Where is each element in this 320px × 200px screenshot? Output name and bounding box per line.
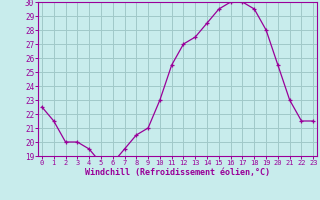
X-axis label: Windchill (Refroidissement éolien,°C): Windchill (Refroidissement éolien,°C) — [85, 168, 270, 177]
